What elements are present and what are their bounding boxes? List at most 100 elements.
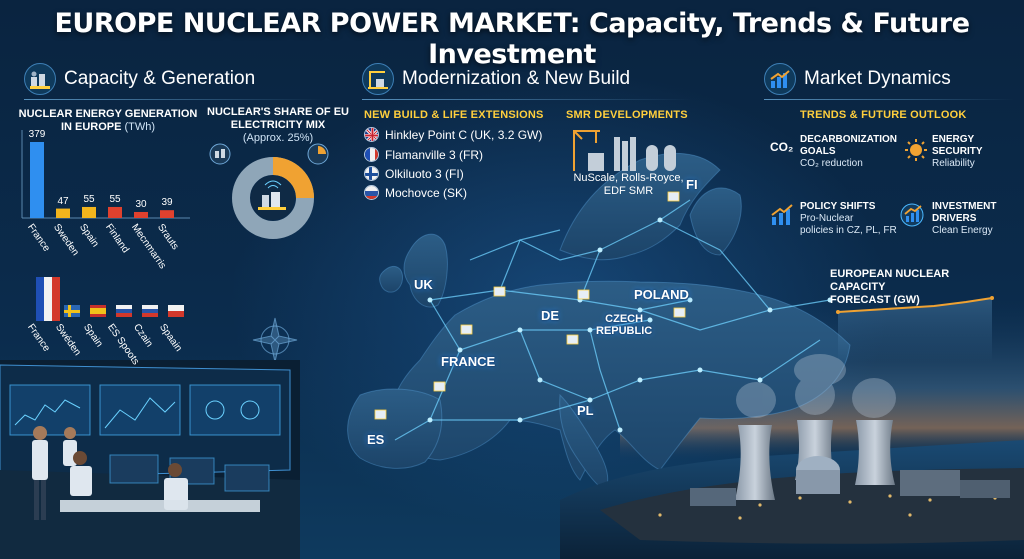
section-rule: [24, 99, 324, 100]
map-label-czech-line2: REPUBLIC: [596, 325, 653, 337]
outlook-head: GOALS: [800, 146, 836, 157]
outlook-head: POLICY SHIFTS: [800, 201, 876, 212]
map-label-france: FRANCE: [441, 354, 496, 369]
section-market-label: Market Dynamics: [804, 68, 951, 89]
bar-5: [160, 210, 174, 218]
new-build-item-olkiluoto: Olkiluoto 3 (FI): [364, 166, 464, 181]
growth-chart-icon: [764, 63, 796, 95]
smr-caption-line1: NuScale, Rolls-Royce,: [573, 172, 684, 184]
map-label-fi: FI: [686, 177, 698, 192]
sun-gear-icon: [905, 139, 927, 161]
section-rule: [764, 99, 1014, 100]
new-build-item-label: Flamanville 3 (FR): [385, 147, 484, 162]
smr-title: SMR DEVELOPMENTS: [566, 109, 688, 121]
new-build-item-label: Hinkley Point C (UK, 3.2 GW): [385, 127, 543, 142]
flag-poland: [168, 305, 184, 317]
bar-0: [30, 142, 44, 218]
flag-slovakia-2: [142, 305, 158, 317]
bar-value-label: 55: [83, 193, 95, 205]
forecast-line: [837, 297, 993, 313]
bar-value-label: 39: [161, 197, 173, 209]
slovakia-flag-icon: [364, 185, 379, 200]
new-build-item-label: Mochovce (SK): [385, 185, 468, 200]
flag-row: [36, 277, 184, 321]
bar-1: [56, 208, 70, 218]
generation-chart-title: NUCLEAR ENERGY GENERATION IN EUROPE (TWh…: [18, 108, 198, 134]
forecast-title-line1: EUROPEAN NUCLEAR CAPACITY: [830, 268, 950, 293]
map-label-pl: PL: [577, 403, 594, 418]
section-capacity-header: Capacity & Generation: [24, 62, 324, 100]
section-modernization-header: Modernization & New Build: [362, 62, 692, 100]
bar-2: [82, 206, 96, 218]
page-title: EUROPE NUCLEAR POWER MARKET: Capacity, T…: [54, 8, 970, 70]
outlook-desc: policies in CZ, PL, FR: [800, 225, 897, 236]
section-capacity-label: Capacity & Generation: [64, 68, 256, 89]
finland-flag-icon: [364, 166, 379, 181]
outlook-desc: Clean Energy: [932, 225, 993, 236]
generation-chart-title-text: NUCLEAR ENERGY GENERATION IN EUROPE: [18, 108, 198, 133]
share-chart-title: NUCLEAR'S SHARE OF EU ELECTRICITY MIX (A…: [203, 106, 353, 145]
smr-module-icon: [588, 153, 604, 171]
bar-value-label: 30: [135, 198, 147, 210]
outlook-head: DECARBONIZATION: [800, 134, 898, 145]
smr-caption-line2: EDF SMR: [603, 185, 654, 197]
france-flag-icon: [364, 147, 379, 162]
bar-value-label: 379: [28, 129, 46, 140]
map-label-czech: CZECH REPUBLIC: [596, 313, 652, 337]
outlook-head: SECURITY: [932, 146, 983, 157]
share-nuclear-slice: [272, 157, 314, 199]
bar-value-label: 47: [57, 195, 69, 207]
map-label-es: ES: [367, 432, 385, 447]
bar-3: [108, 206, 122, 218]
plant-marker-icon: [577, 289, 590, 300]
outlook-head: DRIVERS: [932, 213, 977, 224]
forecast-title-line2: FORECAST (GW): [830, 294, 920, 306]
uk-flag-icon: [364, 127, 379, 142]
new-build-item-flamanville: Flamanville 3 (FR): [364, 147, 483, 162]
map-label-de: DE: [541, 308, 560, 323]
reactor-center-icon: [258, 180, 286, 210]
outlook-desc: Reliability: [932, 158, 975, 169]
plant-marker-icon: [374, 409, 387, 420]
flag-spain: [90, 305, 106, 317]
share-chart-title-text: NUCLEAR'S SHARE OF EU ELECTRICITY MIX: [207, 106, 349, 131]
flag-sweden: [64, 305, 80, 317]
co2-icon: CO₂: [770, 140, 794, 154]
new-build-item-label: Olkiluoto 3 (FI): [385, 166, 464, 181]
flag-france-tall: [36, 277, 60, 321]
share-chart-subtitle: (Approx. 25%): [242, 132, 314, 144]
new-build-item-mochovce: Mochovce (SK): [364, 185, 467, 200]
outlook-head: ENERGY: [932, 134, 975, 145]
smr-towers-icon: [614, 137, 676, 171]
plant-marker-icon: [673, 307, 686, 318]
plant-marker-icon: [460, 324, 473, 335]
plant-marker-icon: [667, 191, 680, 202]
flag-slovakia: [116, 305, 132, 317]
outlook-head: INVESTMENT: [932, 201, 997, 212]
plant-marker-icon: [433, 381, 446, 392]
investment-chart-icon: [900, 203, 924, 227]
generation-bar-chart: [21, 130, 190, 219]
smr-caption: NuScale, Rolls-Royce, EDF SMR: [566, 172, 691, 198]
bar-4: [134, 211, 148, 218]
forecast-chart: [836, 296, 994, 362]
new-build-title: NEW BUILD & LIFE EXTENSIONS: [364, 109, 544, 121]
section-modernization-label: Modernization & New Build: [402, 68, 631, 89]
outlook-desc: Pro-Nuclear: [800, 213, 854, 224]
map-label-poland: POLAND: [634, 287, 689, 302]
bar-value-label: 55: [109, 193, 121, 205]
section-rule: [362, 99, 692, 100]
smr-illustration: [573, 130, 676, 171]
outlook-title: TRENDS & FUTURE OUTLOOK: [800, 109, 967, 121]
outlook-desc: CO₂ reduction: [800, 158, 863, 169]
plant-marker-icon: [566, 334, 579, 345]
section-market-header: Market Dynamics: [764, 62, 1014, 100]
new-build-item-hinkley: Hinkley Point C (UK, 3.2 GW): [364, 127, 542, 142]
plant-marker-icon: [493, 286, 506, 297]
share-donut-chart: [209, 143, 329, 239]
policy-chart-icon: [771, 204, 793, 225]
map-label-czech-line1: CZECH: [605, 313, 644, 325]
forecast-title: EUROPEAN NUCLEAR CAPACITY FORECAST (GW): [830, 268, 1000, 307]
